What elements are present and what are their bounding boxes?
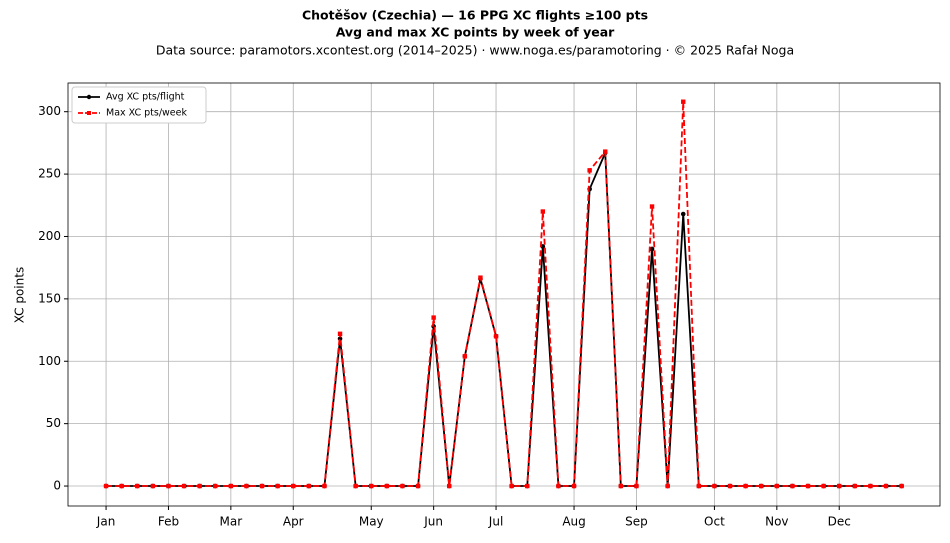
- y-tick-label: 300: [38, 104, 61, 118]
- point: [462, 354, 468, 359]
- point: [337, 331, 343, 337]
- legend-label: Avg XC pts/flight: [106, 92, 185, 103]
- x-tick-label: May: [359, 515, 384, 529]
- point: [166, 483, 171, 489]
- point: [603, 149, 608, 154]
- x-tick-label: Nov: [765, 515, 788, 529]
- point: [103, 483, 109, 489]
- point: [384, 483, 390, 489]
- point: [649, 246, 655, 252]
- legend-marker: [87, 111, 91, 115]
- point: [587, 168, 592, 173]
- point: [228, 483, 234, 489]
- point: [696, 483, 702, 489]
- point: [369, 483, 374, 489]
- chart-subtitle: Data source: paramotors.xcontest.org (20…: [156, 43, 794, 58]
- point: [665, 483, 670, 489]
- series-line: [106, 152, 902, 487]
- point: [774, 483, 780, 489]
- point: [618, 483, 624, 489]
- point: [571, 483, 577, 489]
- point: [322, 483, 327, 489]
- point: [493, 334, 499, 339]
- point: [400, 483, 405, 489]
- point: [634, 483, 639, 489]
- point: [181, 483, 187, 489]
- x-tick-label: Apr: [283, 515, 304, 529]
- point: [712, 483, 717, 489]
- point: [805, 483, 811, 489]
- x-tick-label: Feb: [158, 515, 179, 529]
- y-tick-label: 0: [53, 479, 61, 493]
- x-tick-label: Mar: [220, 515, 243, 529]
- point: [649, 204, 655, 209]
- legend-label: Max XC pts/week: [106, 108, 187, 119]
- point: [883, 483, 889, 489]
- point: [306, 483, 312, 489]
- point: [275, 483, 280, 489]
- point: [837, 483, 842, 489]
- point: [759, 483, 764, 489]
- point: [540, 209, 546, 214]
- point: [790, 483, 795, 489]
- point: [727, 483, 733, 489]
- chart-title: Avg and max XC points by week of year: [336, 25, 615, 40]
- x-tick-label: Sep: [625, 515, 648, 529]
- plot-frame: [67, 82, 941, 507]
- x-tick-label: Oct: [704, 515, 725, 529]
- y-tick-label: 150: [38, 291, 61, 305]
- legend-box: [71, 86, 207, 124]
- x-tick-label: Jan: [96, 515, 116, 529]
- point: [197, 483, 202, 489]
- y-tick-label: 100: [38, 354, 61, 368]
- series-line: [106, 101, 902, 487]
- x-tick-label: Jul: [488, 515, 503, 529]
- point: [525, 483, 530, 489]
- point: [509, 483, 514, 489]
- point: [478, 275, 483, 280]
- point: [899, 483, 904, 489]
- point: [259, 483, 265, 489]
- point: [681, 99, 686, 104]
- legend-marker: [86, 94, 92, 100]
- point: [135, 483, 140, 489]
- point: [244, 483, 249, 489]
- y-axis-label: XC points: [13, 267, 27, 323]
- point: [150, 483, 156, 489]
- y-tick-label: 50: [46, 416, 61, 430]
- y-tick-label: 200: [38, 229, 61, 243]
- point: [431, 315, 436, 320]
- point: [852, 483, 858, 489]
- point: [868, 483, 873, 489]
- x-tick-label: Dec: [828, 515, 851, 529]
- point: [415, 483, 421, 489]
- point: [556, 483, 561, 489]
- x-tick-label: Aug: [562, 515, 585, 529]
- point: [447, 483, 452, 489]
- point: [353, 483, 358, 489]
- point: [119, 483, 124, 489]
- point: [680, 211, 686, 217]
- point: [213, 483, 218, 489]
- x-tick-label: Jun: [423, 515, 443, 529]
- point: [821, 483, 826, 489]
- point: [743, 483, 748, 489]
- chart-title: Chotěšov (Czechia) — 16 PPG XC flights ≥…: [302, 8, 648, 23]
- y-tick-label: 250: [38, 167, 61, 181]
- point: [291, 483, 296, 489]
